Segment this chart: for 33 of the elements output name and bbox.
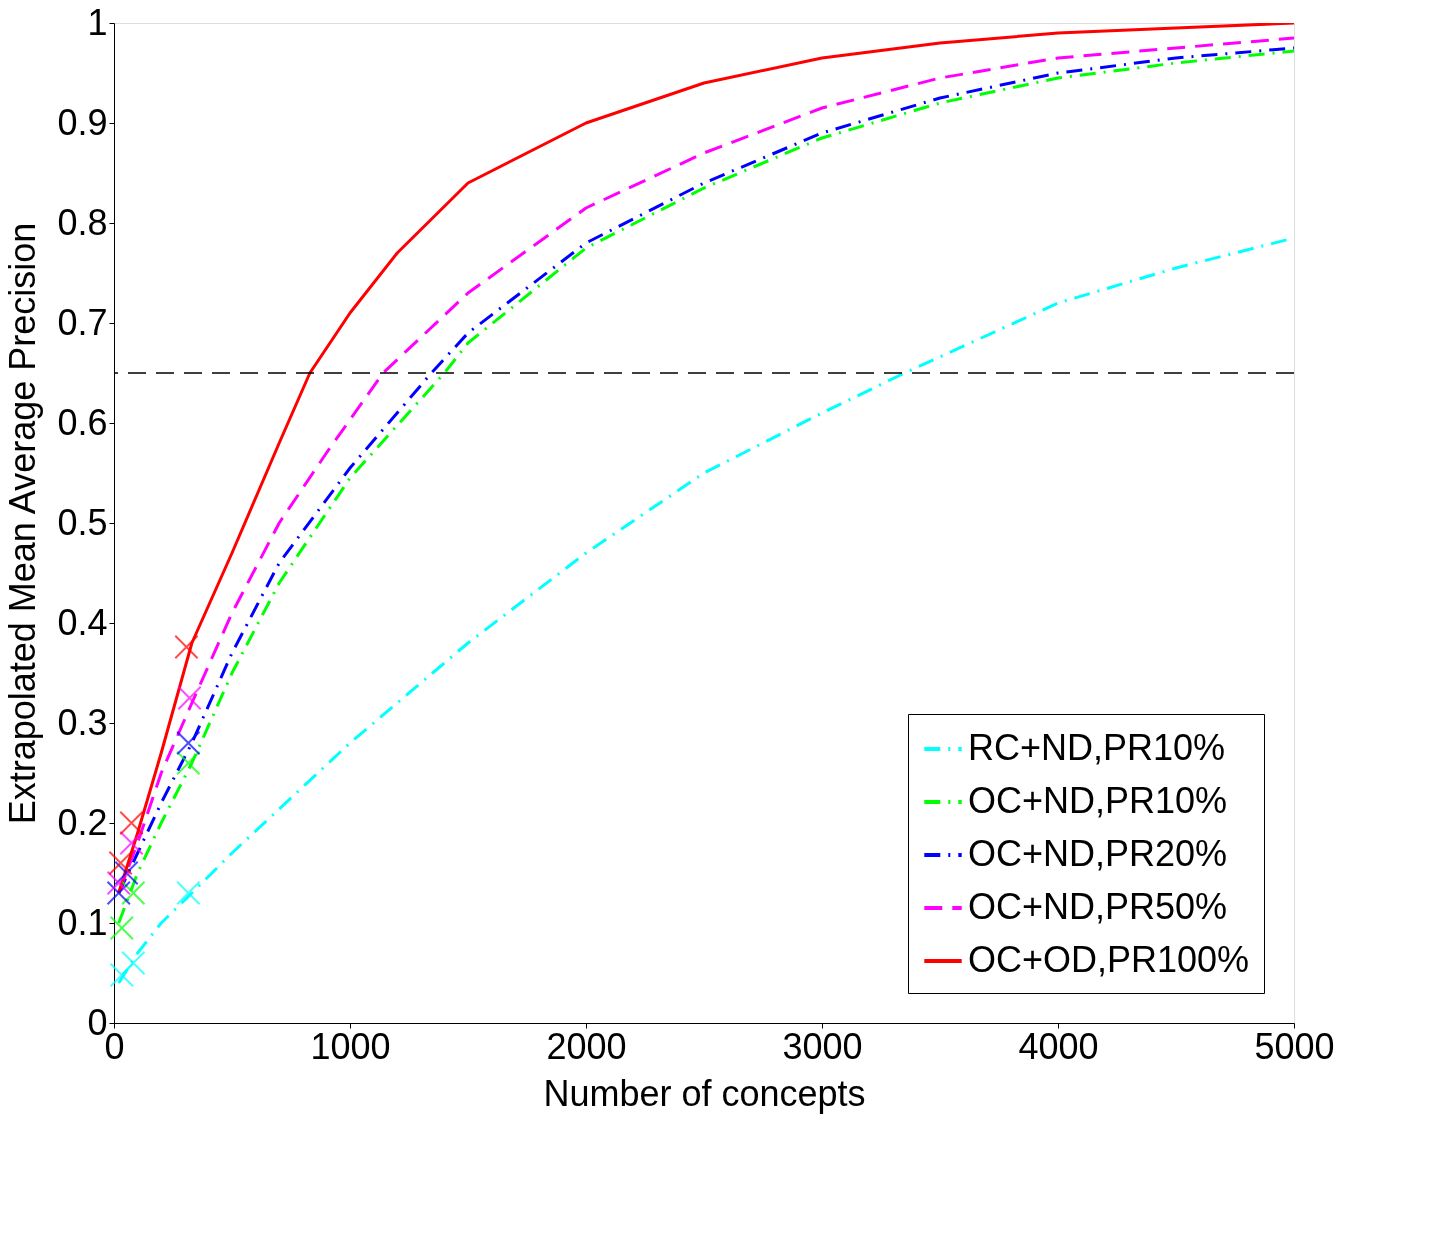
- point: [177, 685, 202, 711]
- x-tick-label: 2000: [546, 1025, 627, 1067]
- y-tick-label: 0.7: [57, 301, 108, 343]
- y-tick-label: 1: [87, 1, 108, 43]
- point: [119, 810, 144, 836]
- y-tick-label: 0.8: [57, 201, 108, 243]
- y-tick-label: 0.6: [57, 401, 108, 443]
- x-tick-label: 4000: [1018, 1025, 1099, 1067]
- legend-label: OC+OD,PR100%: [968, 939, 1250, 980]
- x-tick-label: 3000: [782, 1025, 863, 1067]
- point: [174, 634, 199, 660]
- y-tick-label: 0.3: [57, 701, 108, 743]
- point: [109, 962, 134, 988]
- x-tick-label: 1000: [310, 1025, 391, 1067]
- legend-label: RC+ND,PR10%: [968, 727, 1226, 768]
- point: [121, 880, 146, 906]
- x-axis-title: Number of concepts: [543, 1072, 866, 1114]
- y-tick-label: 0.1: [57, 901, 108, 943]
- y-tick-label: 0.4: [57, 601, 108, 643]
- point: [121, 950, 146, 976]
- legend-label: OC+ND,PR50%: [968, 886, 1228, 927]
- y-tick-label: 0.2: [57, 801, 108, 843]
- legend-label: OC+ND,PR20%: [968, 833, 1228, 874]
- y-axis-title: Extrapolated Mean Average Precision: [2, 222, 44, 825]
- legend-label: OC+ND,PR10%: [968, 780, 1228, 821]
- point: [119, 830, 144, 856]
- x-tick-label: 5000: [1254, 1025, 1335, 1067]
- point: [114, 860, 139, 886]
- point: [108, 850, 133, 876]
- y-tick-label: 0.5: [57, 501, 108, 543]
- y-tick-label: 0.9: [57, 101, 108, 143]
- point: [109, 915, 134, 941]
- point: [106, 870, 131, 896]
